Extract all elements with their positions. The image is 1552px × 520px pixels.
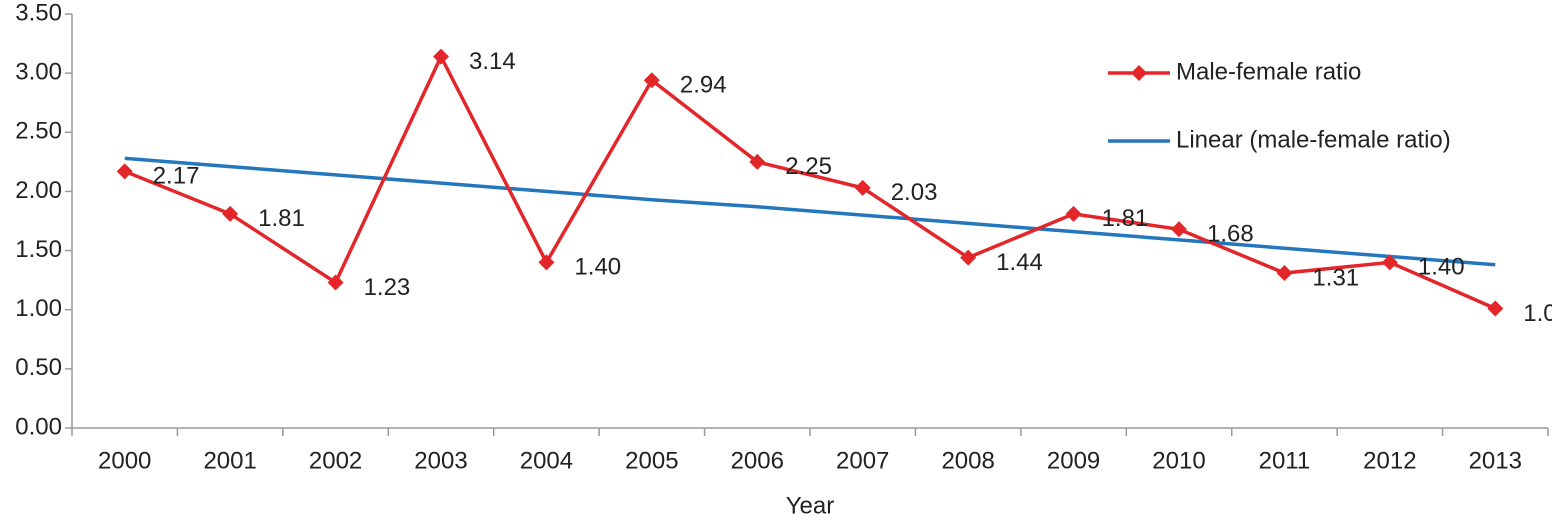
marker: [327, 274, 344, 291]
legend-label: Linear (male-female ratio): [1176, 126, 1451, 153]
marker: [1276, 265, 1293, 282]
data-label: 1.01: [1523, 300, 1552, 327]
x-axis-label: Year: [786, 492, 835, 519]
marker: [538, 254, 555, 271]
series-line: [124, 156, 1496, 267]
marker: [643, 72, 660, 89]
marker: [854, 179, 871, 196]
data-label: 2.94: [680, 72, 727, 99]
data-label: 3.14: [469, 48, 516, 75]
data-label: 2.17: [153, 163, 200, 190]
data-label: 1.40: [1418, 254, 1465, 281]
data-label: 1.81: [258, 205, 305, 232]
data-label: 2.03: [891, 179, 938, 206]
x-tick-label: 2000: [98, 447, 151, 474]
y-tick-label: 1.00: [15, 295, 62, 322]
x-tick-label: 2007: [836, 447, 889, 474]
y-tick-label: 0.50: [15, 354, 62, 381]
data-label: 1.44: [996, 249, 1043, 276]
marker: [222, 205, 239, 222]
x-tick-label: 2004: [520, 447, 573, 474]
data-label: 1.31: [1312, 264, 1359, 291]
data-label: 1.23: [364, 274, 411, 301]
data-label: 1.40: [574, 254, 621, 281]
data-label: 1.68: [1207, 221, 1254, 248]
marker: [1065, 205, 1082, 222]
x-tick-label: 2010: [1152, 447, 1205, 474]
y-tick-label: 2.00: [15, 177, 62, 204]
x-tick-label: 2009: [1047, 447, 1100, 474]
x-tick-label: 2001: [203, 447, 256, 474]
marker: [1171, 221, 1187, 238]
x-tick-label: 2008: [941, 447, 994, 474]
y-tick-label: 3.00: [15, 58, 62, 85]
marker: [116, 163, 133, 180]
marker: [749, 153, 766, 170]
data-label: 1.81: [1102, 205, 1149, 232]
legend-marker: [1131, 65, 1147, 81]
x-tick-label: 2002: [309, 447, 362, 474]
data-label: 2.25: [785, 153, 832, 180]
x-tick-label: 2003: [414, 447, 467, 474]
y-tick-label: 3.50: [15, 0, 62, 26]
marker: [433, 48, 449, 65]
marker: [1487, 300, 1504, 317]
x-tick-label: 2011: [1259, 447, 1311, 474]
legend-label: Male-female ratio: [1176, 58, 1361, 85]
marker: [960, 249, 977, 266]
x-tick-label: 2006: [731, 447, 784, 474]
y-tick-label: 1.50: [15, 236, 62, 263]
x-tick-label: 2013: [1469, 447, 1522, 474]
series-line: [124, 52, 1496, 311]
x-tick-label: 2005: [625, 447, 678, 474]
x-tick-label: 2012: [1363, 447, 1416, 474]
y-tick-label: 2.50: [15, 118, 62, 145]
marker: [1381, 254, 1398, 271]
y-tick-label: 0.00: [15, 413, 62, 440]
